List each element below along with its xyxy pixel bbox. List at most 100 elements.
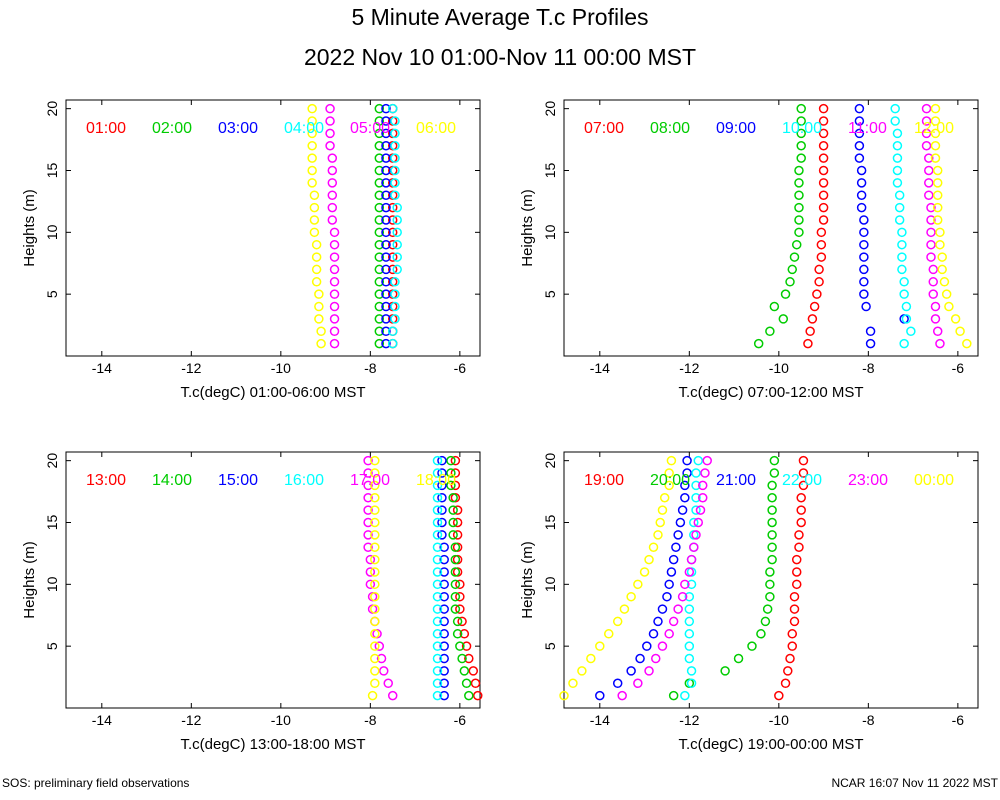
data-point-2300 [697, 493, 708, 503]
data-point-2300 [617, 690, 627, 701]
legend-0000: 00:00 [914, 472, 954, 489]
data-point-0600 [309, 227, 320, 238]
data-point-0300 [381, 289, 391, 299]
y-tick-label: 20 [542, 453, 558, 469]
data-point-0700 [818, 178, 829, 188]
data-point-0500 [327, 178, 338, 188]
data-point-1800 [370, 604, 380, 614]
data-point-1000 [892, 165, 903, 176]
data-point-1500 [439, 641, 449, 651]
data-point-1300 [468, 666, 479, 676]
x-axis-label: T.c(degC) 07:00-12:00 MST [678, 384, 863, 401]
data-point-0900 [859, 289, 869, 299]
data-point-1000 [897, 227, 907, 238]
data-point-1300 [470, 678, 481, 689]
data-point-1200 [932, 165, 943, 176]
data-point-1200 [950, 314, 961, 324]
data-point-1300 [452, 517, 463, 528]
data-point-2000 [767, 542, 777, 552]
data-point-1400 [450, 554, 461, 565]
data-point-0400 [392, 252, 402, 262]
data-point-1800 [370, 505, 380, 515]
data-point-0400 [390, 289, 400, 299]
data-point-1500 [439, 629, 449, 639]
data-point-0300 [381, 277, 391, 287]
data-point-0900 [856, 202, 867, 213]
data-point-0800 [785, 277, 795, 287]
data-point-1900 [796, 493, 806, 503]
data-point-0300 [381, 215, 391, 225]
data-point-1200 [932, 190, 943, 200]
data-point-1900 [774, 690, 784, 701]
data-point-1900 [783, 666, 793, 676]
data-point-2300 [673, 604, 683, 614]
data-point-1100 [928, 289, 938, 299]
data-point-1400 [452, 629, 463, 639]
data-point-1500 [439, 579, 449, 590]
data-point-1600 [432, 480, 443, 491]
data-point-2100 [642, 641, 652, 651]
data-point-2100 [673, 530, 683, 540]
x-tick-label: -12 [181, 712, 201, 728]
data-point-1100 [921, 141, 932, 151]
data-point-0500 [327, 153, 338, 163]
data-point-0100 [387, 202, 398, 213]
data-point-1000 [899, 277, 909, 287]
data-point-1000 [906, 326, 916, 337]
x-tick-label: -14 [590, 360, 610, 376]
data-point-0000 [604, 629, 614, 639]
data-point-0500 [325, 116, 335, 126]
data-point-0400 [387, 326, 398, 337]
data-point-0000 [595, 641, 605, 651]
data-point-1900 [789, 604, 800, 614]
data-point-2100 [626, 666, 636, 676]
data-point-0700 [818, 116, 829, 126]
data-point-0800 [794, 202, 804, 213]
data-point-1900 [796, 517, 806, 528]
data-point-0600 [311, 252, 322, 262]
data-point-1200 [930, 116, 941, 126]
data-point-0300 [381, 116, 391, 126]
data-point-0300 [381, 227, 391, 238]
data-point-0000 [559, 690, 569, 701]
data-point-0400 [392, 239, 402, 250]
data-point-0100 [387, 264, 398, 275]
data-point-2100 [664, 579, 674, 590]
data-point-2100 [653, 616, 663, 627]
data-point-1000 [897, 264, 907, 275]
data-point-1400 [457, 653, 467, 664]
data-point-0300 [381, 128, 391, 139]
legend-1600: 16:00 [284, 472, 324, 489]
data-point-1200 [935, 227, 945, 238]
data-point-0400 [392, 264, 402, 275]
data-point-2200 [686, 678, 697, 689]
data-point-2100 [648, 629, 659, 639]
x-tick-label: -10 [271, 360, 291, 376]
data-point-1100 [924, 153, 934, 163]
data-point-1300 [455, 604, 465, 614]
data-point-2300 [651, 653, 661, 664]
data-point-0000 [664, 480, 674, 491]
x-tick-label: -8 [862, 360, 875, 376]
data-point-1100 [926, 239, 936, 250]
data-point-0500 [329, 239, 340, 250]
data-point-0900 [854, 141, 865, 151]
legend-1200: 12:00 [914, 120, 954, 137]
y-axis-label: Heights (m) [21, 189, 38, 267]
data-point-1600 [432, 653, 443, 664]
data-point-0600 [307, 178, 317, 188]
y-axis-label: Heights (m) [519, 541, 536, 619]
data-point-2300 [657, 641, 668, 651]
data-point-0300 [381, 239, 391, 250]
data-point-0300 [381, 202, 391, 213]
data-point-0500 [329, 314, 340, 324]
data-point-2000 [767, 480, 777, 491]
data-point-2100 [657, 604, 668, 614]
data-point-1000 [890, 103, 900, 114]
data-point-2200 [684, 629, 695, 639]
data-point-2300 [697, 480, 708, 491]
data-point-1300 [455, 591, 465, 602]
data-point-1400 [464, 690, 474, 701]
data-point-2300 [677, 591, 688, 602]
data-point-0700 [818, 165, 829, 176]
